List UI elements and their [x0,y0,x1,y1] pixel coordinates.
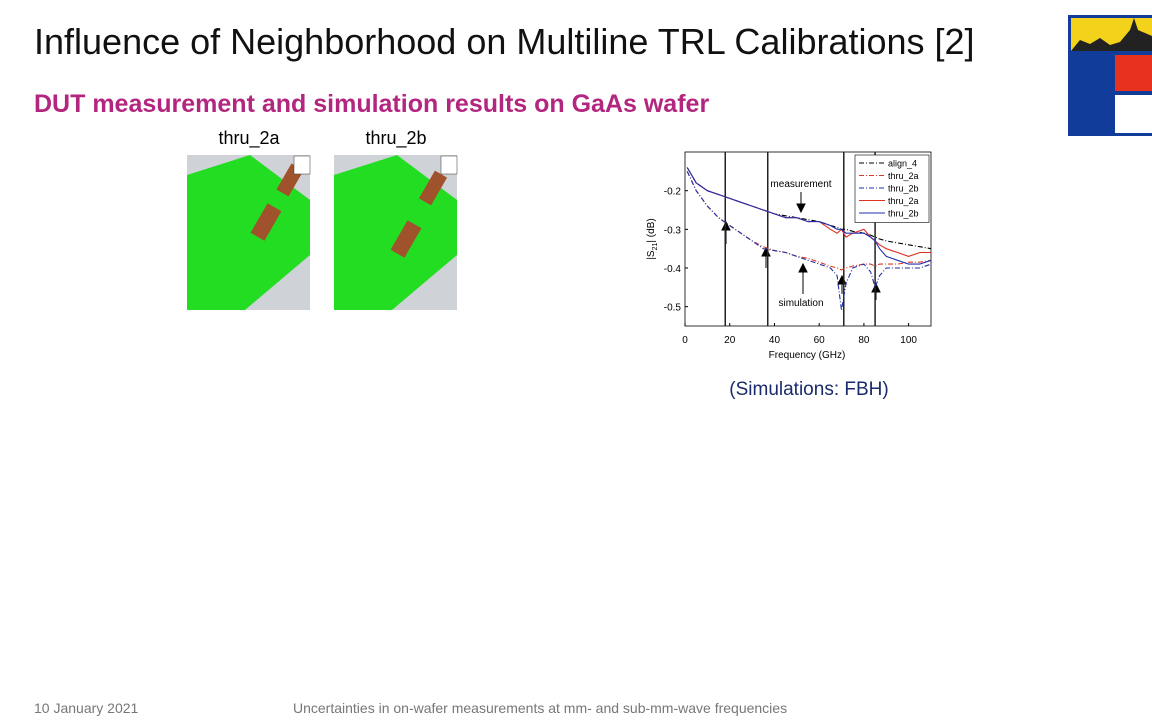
x-tick-label: 100 [900,335,917,346]
x-tick-label: 80 [858,335,870,346]
logo [1068,15,1152,136]
legend-label: thru_2b [888,209,919,219]
image-label: thru_2a [218,128,280,149]
y-tick-label: -0.5 [664,303,682,314]
legend-box [854,154,930,223]
series-line [686,167,932,265]
x-tick-label: 40 [769,335,781,346]
chart-caption: (Simulations: FBH) [729,379,888,400]
slide-subtitle: DUT measurement and simulation results o… [34,90,709,118]
plot-frame [684,151,932,327]
x-tick-label: 0 [682,335,688,346]
x-tick-label: 20 [724,335,736,346]
series-line [686,171,932,311]
annotation: simulation [778,298,823,309]
y-tick-label: -0.4 [664,264,682,275]
chart: Frequency (GHz) |S21| (dB) measurement s… [646,151,932,361]
legend-label: thru_2b [888,184,919,194]
legend-label: thru_2a [888,171,919,181]
simulation-image [334,155,458,310]
annotation: measurement [770,179,831,190]
y-axis-label-part: |S [646,250,657,260]
y-axis-label: |S21| (dB) [646,218,659,259]
annotation-arrows [721,192,881,300]
slide-title: Influence of Neighborhood on Multiline T… [34,21,975,62]
y-axis-label-part: 21 [652,243,659,251]
legend-label: thru_2a [888,196,919,206]
image-label: thru_2b [365,128,426,149]
footer-text: Uncertainties in on-wafer measurements a… [293,700,787,716]
footer-date: 10 January 2021 [34,700,139,716]
legend-label: align_4 [888,159,917,169]
simulation-image [187,155,311,310]
x-tick-label: 60 [814,335,826,346]
x-axis-label: Frequency (GHz) [769,350,846,361]
y-tick-label: -0.3 [664,225,682,236]
y-axis-label-part: | (dB) [646,218,657,242]
y-tick-label: -0.2 [664,187,682,198]
